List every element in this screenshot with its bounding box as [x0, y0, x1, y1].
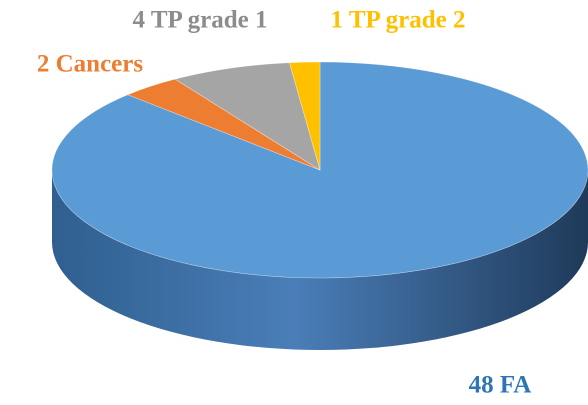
slice: [289, 61, 321, 171]
pie: [51, 61, 588, 350]
slice-side: [52, 170, 588, 350]
slice: [174, 62, 321, 171]
slice-label: 48 FA: [469, 372, 532, 399]
slice-label: 4 TP grade 1: [133, 7, 268, 34]
slice-label: 1 TP grade 2: [331, 7, 466, 34]
slice-label: 2 Cancers: [37, 51, 143, 78]
